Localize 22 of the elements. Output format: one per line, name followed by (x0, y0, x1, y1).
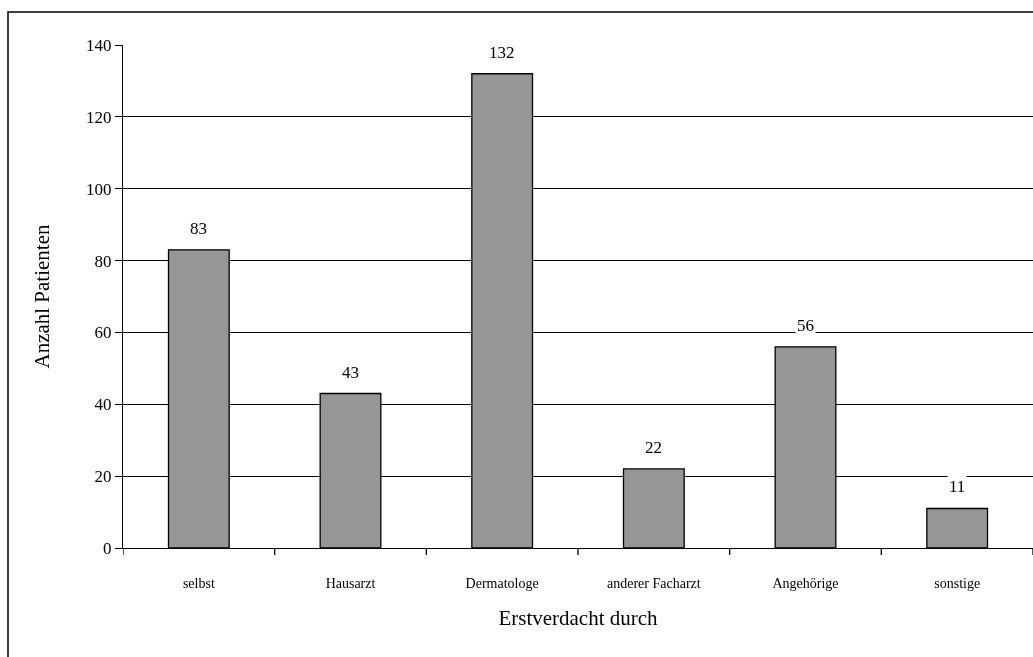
y-tick-label: 80 (94, 251, 112, 271)
x-tick-label: Angehörige (772, 575, 839, 591)
data-label: 132 (489, 43, 515, 62)
x-axis-title: Erstverdacht durch (498, 606, 659, 631)
data-label: 56 (797, 316, 814, 335)
y-tick-label: 20 (94, 467, 112, 487)
x-tick-label: Dermatologe (465, 575, 539, 591)
data-label: 11 (949, 477, 966, 496)
x-tick-label: anderer Facharzt (606, 575, 701, 591)
y-axis-title: Anzahl Patienten (30, 223, 55, 369)
x-tick-label: Hausarzt (325, 575, 376, 591)
y-tick-label: 0 (102, 538, 112, 558)
y-tick-label: 100 (85, 179, 112, 199)
data-label: 22 (645, 438, 662, 457)
y-tick-label: 60 (94, 323, 112, 343)
x-tick-label: sonstige (934, 575, 981, 591)
y-tick-label: 140 (85, 35, 112, 55)
data-label: 83 (190, 219, 207, 238)
data-label: 43 (342, 363, 359, 382)
y-tick-label: 40 (94, 395, 112, 415)
y-tick-label: 120 (85, 107, 112, 127)
x-tick-label: selbst (182, 575, 215, 591)
